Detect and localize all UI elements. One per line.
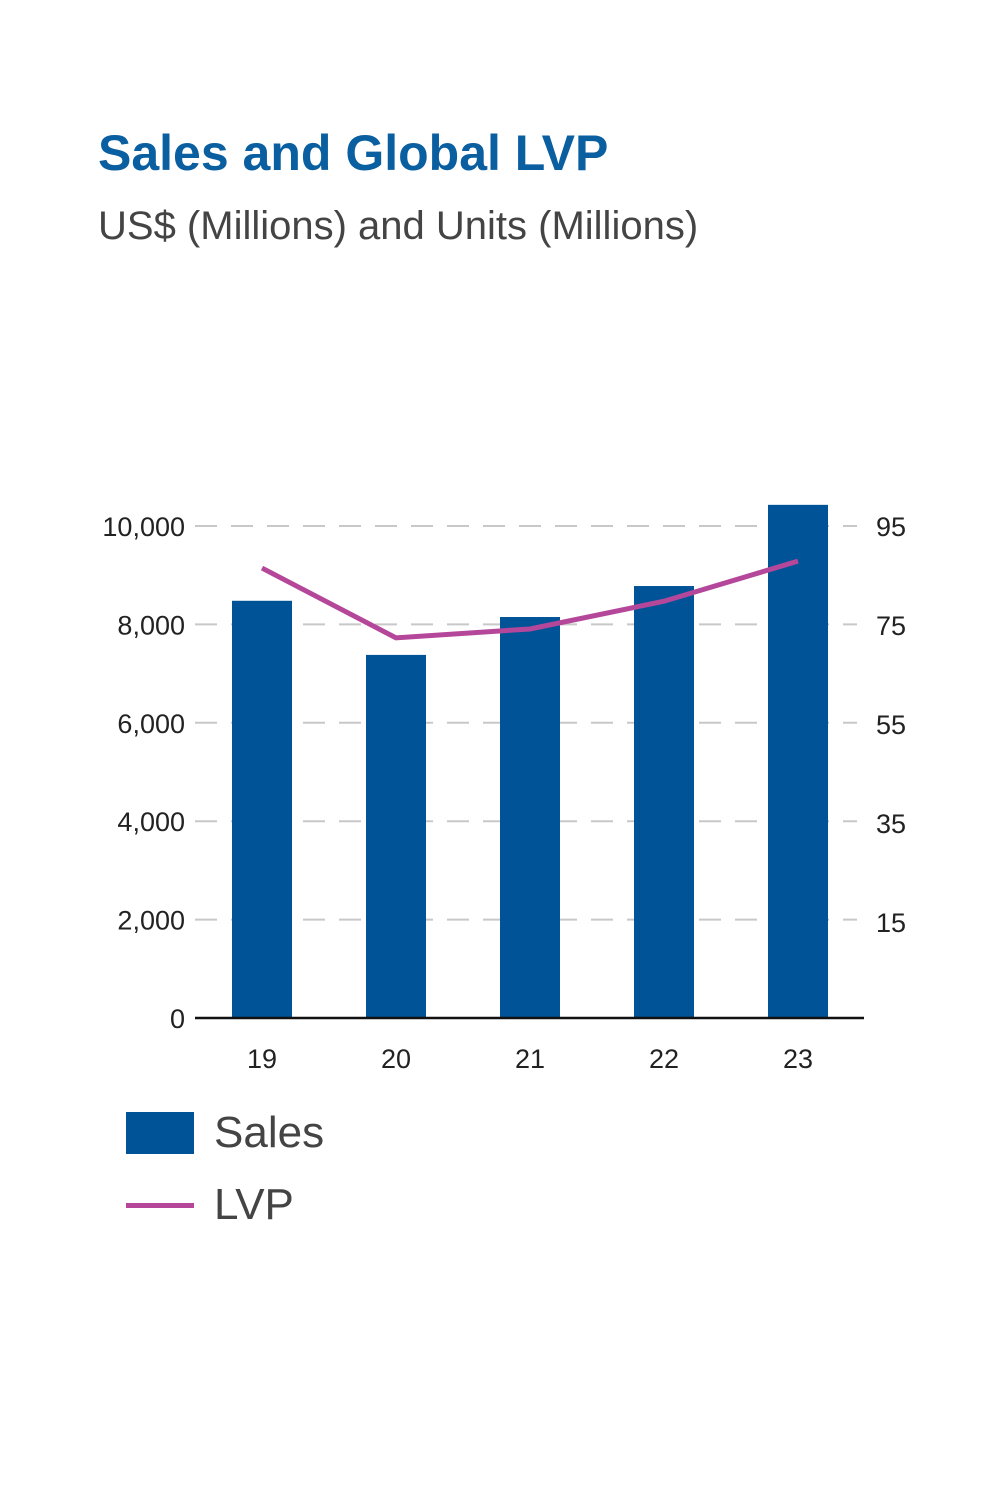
legend-swatch-sales bbox=[126, 1112, 194, 1154]
chart-subtitle: US$ (Millions) and Units (Millions) bbox=[98, 204, 699, 248]
x-tick-label: 19 bbox=[247, 1044, 277, 1074]
right-tick-label: 95 bbox=[876, 512, 906, 542]
legend-label-lvp: LVP bbox=[214, 1180, 294, 1229]
bar-sales-22 bbox=[634, 586, 694, 1018]
legend-label-sales: Sales bbox=[214, 1108, 325, 1157]
x-tick-label: 20 bbox=[381, 1044, 411, 1074]
bar-sales-19 bbox=[232, 600, 292, 1018]
legend-swatch-lvp bbox=[126, 1202, 194, 1208]
bar-sales-23 bbox=[768, 504, 828, 1018]
left-tick-label: 8,000 bbox=[117, 610, 185, 640]
bar-sales-21 bbox=[500, 617, 560, 1018]
right-tick-label: 15 bbox=[876, 908, 906, 938]
chart-title: Sales and Global LVP bbox=[98, 125, 609, 181]
x-tick-label: 23 bbox=[783, 1044, 813, 1074]
x-tick-label: 22 bbox=[649, 1044, 679, 1074]
right-tick-label: 75 bbox=[876, 611, 906, 641]
left-tick-label: 6,000 bbox=[117, 709, 185, 739]
right-tick-label: 35 bbox=[876, 809, 906, 839]
left-tick-label: 4,000 bbox=[117, 807, 185, 837]
x-tick-label: 21 bbox=[515, 1044, 545, 1074]
left-tick-label: 10,000 bbox=[102, 512, 185, 542]
right-tick-label: 55 bbox=[876, 710, 906, 740]
legend-item-lvp: LVP bbox=[126, 1180, 294, 1230]
bar-sales-20 bbox=[366, 654, 426, 1018]
legend-item-sales: Sales bbox=[126, 1108, 324, 1158]
left-tick-label: 0 bbox=[170, 1004, 185, 1034]
left-tick-label: 2,000 bbox=[117, 906, 185, 936]
